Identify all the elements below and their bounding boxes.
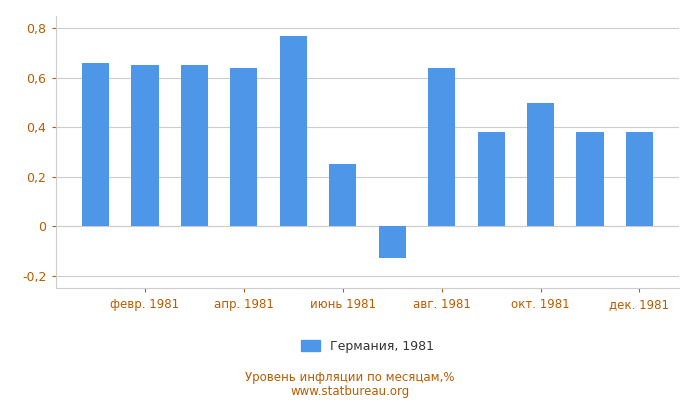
Text: www.statbureau.org: www.statbureau.org — [290, 386, 410, 398]
Bar — [428, 68, 455, 226]
Bar — [280, 36, 307, 226]
Bar — [82, 63, 109, 226]
Bar — [527, 102, 554, 226]
Bar — [626, 132, 653, 226]
Legend: Германия, 1981: Германия, 1981 — [296, 335, 439, 358]
Bar — [230, 68, 258, 226]
Text: Уровень инфляции по месяцам,%: Уровень инфляции по месяцам,% — [245, 372, 455, 384]
Bar — [576, 132, 603, 226]
Bar — [379, 226, 406, 258]
Bar — [132, 66, 159, 226]
Bar — [329, 164, 356, 226]
Bar — [477, 132, 505, 226]
Bar — [181, 66, 208, 226]
